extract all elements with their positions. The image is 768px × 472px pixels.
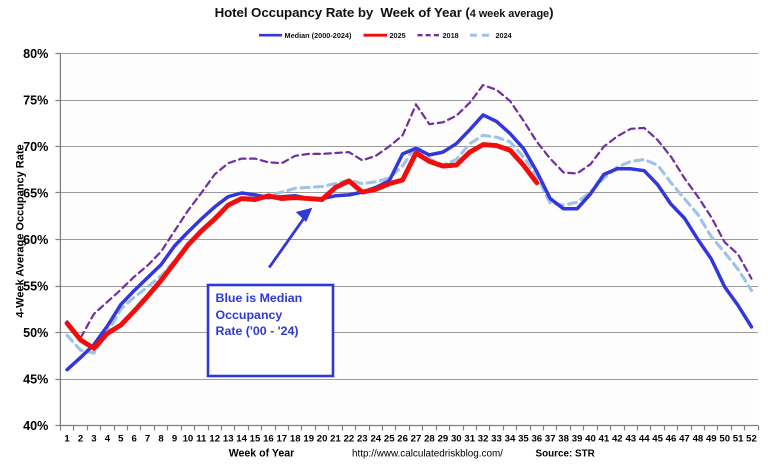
svg-text:2: 2 <box>78 434 83 445</box>
svg-text:24: 24 <box>370 434 381 445</box>
svg-text:40%: 40% <box>23 419 48 433</box>
svg-text:39: 39 <box>572 434 583 445</box>
svg-text:55%: 55% <box>23 279 48 293</box>
svg-text:20: 20 <box>317 434 328 445</box>
svg-text:50%: 50% <box>23 326 48 340</box>
svg-text:14: 14 <box>236 434 247 445</box>
svg-text:30: 30 <box>451 434 462 445</box>
svg-text:44: 44 <box>639 434 650 445</box>
svg-text:45: 45 <box>652 434 663 445</box>
svg-text:16: 16 <box>263 434 274 445</box>
svg-text:21: 21 <box>330 434 341 445</box>
svg-text:Median (2000-2024): Median (2000-2024) <box>285 31 352 40</box>
svg-text:33: 33 <box>491 434 502 445</box>
svg-text:42: 42 <box>612 434 623 445</box>
svg-text:2018: 2018 <box>443 31 459 40</box>
svg-text:Occupancy: Occupancy <box>216 308 283 322</box>
svg-text:Source: STR: Source: STR <box>536 449 595 460</box>
svg-text:49: 49 <box>706 434 717 445</box>
svg-text:10: 10 <box>183 434 194 445</box>
svg-text:37: 37 <box>545 434 556 445</box>
svg-text:7: 7 <box>145 434 150 445</box>
svg-text:35: 35 <box>518 434 529 445</box>
svg-text:22: 22 <box>344 434 355 445</box>
svg-text:31: 31 <box>464 434 475 445</box>
svg-text:2025: 2025 <box>390 31 406 40</box>
svg-text:Rate ('00 - '24): Rate ('00 - '24) <box>216 324 299 338</box>
svg-text:46: 46 <box>666 434 677 445</box>
svg-text:12: 12 <box>209 434 220 445</box>
svg-text:Hotel Occupancy Rate by Week: Hotel Occupancy Rate by Week of Year (4 … <box>215 5 554 20</box>
svg-text:45%: 45% <box>23 372 48 386</box>
svg-text:75%: 75% <box>23 93 48 107</box>
svg-text:Blue is Median: Blue is Median <box>216 291 303 305</box>
svg-text:26: 26 <box>397 434 408 445</box>
svg-text:51: 51 <box>733 434 744 445</box>
svg-text:41: 41 <box>599 434 610 445</box>
svg-text:17: 17 <box>276 434 287 445</box>
svg-text:38: 38 <box>558 434 569 445</box>
svg-text:28: 28 <box>424 434 435 445</box>
svg-text:4-Week Average Occupancy Rate: 4-Week Average Occupancy Rate <box>15 144 27 317</box>
svg-text:23: 23 <box>357 434 368 445</box>
svg-text:43: 43 <box>625 434 636 445</box>
svg-text:40: 40 <box>585 434 596 445</box>
svg-text:Week of Year: Week of Year <box>229 448 295 460</box>
svg-text:5: 5 <box>118 434 124 445</box>
svg-text:18: 18 <box>290 434 301 445</box>
svg-text:50: 50 <box>719 434 730 445</box>
svg-text:11: 11 <box>196 434 207 445</box>
svg-text:48: 48 <box>693 434 704 445</box>
svg-text:9: 9 <box>172 434 177 445</box>
svg-text:http://www.calculatedriskblog.: http://www.calculatedriskblog.com/ <box>352 449 503 460</box>
svg-text:34: 34 <box>505 434 516 445</box>
svg-text:52: 52 <box>746 434 757 445</box>
svg-text:32: 32 <box>478 434 489 445</box>
svg-text:25: 25 <box>384 434 395 445</box>
svg-text:29: 29 <box>438 434 449 445</box>
svg-text:27: 27 <box>411 434 422 445</box>
svg-text:65%: 65% <box>23 186 48 200</box>
svg-text:36: 36 <box>531 434 542 445</box>
svg-text:8: 8 <box>158 434 164 445</box>
svg-text:19: 19 <box>303 434 314 445</box>
svg-text:15: 15 <box>250 434 261 445</box>
svg-text:47: 47 <box>679 434 690 445</box>
svg-text:4: 4 <box>105 434 111 445</box>
svg-text:2024: 2024 <box>496 31 513 40</box>
svg-text:13: 13 <box>223 434 234 445</box>
svg-text:1: 1 <box>64 434 70 445</box>
svg-text:60%: 60% <box>23 233 48 247</box>
svg-text:3: 3 <box>91 434 96 445</box>
svg-text:80%: 80% <box>23 47 48 61</box>
svg-text:70%: 70% <box>23 140 48 154</box>
svg-text:6: 6 <box>132 434 137 445</box>
